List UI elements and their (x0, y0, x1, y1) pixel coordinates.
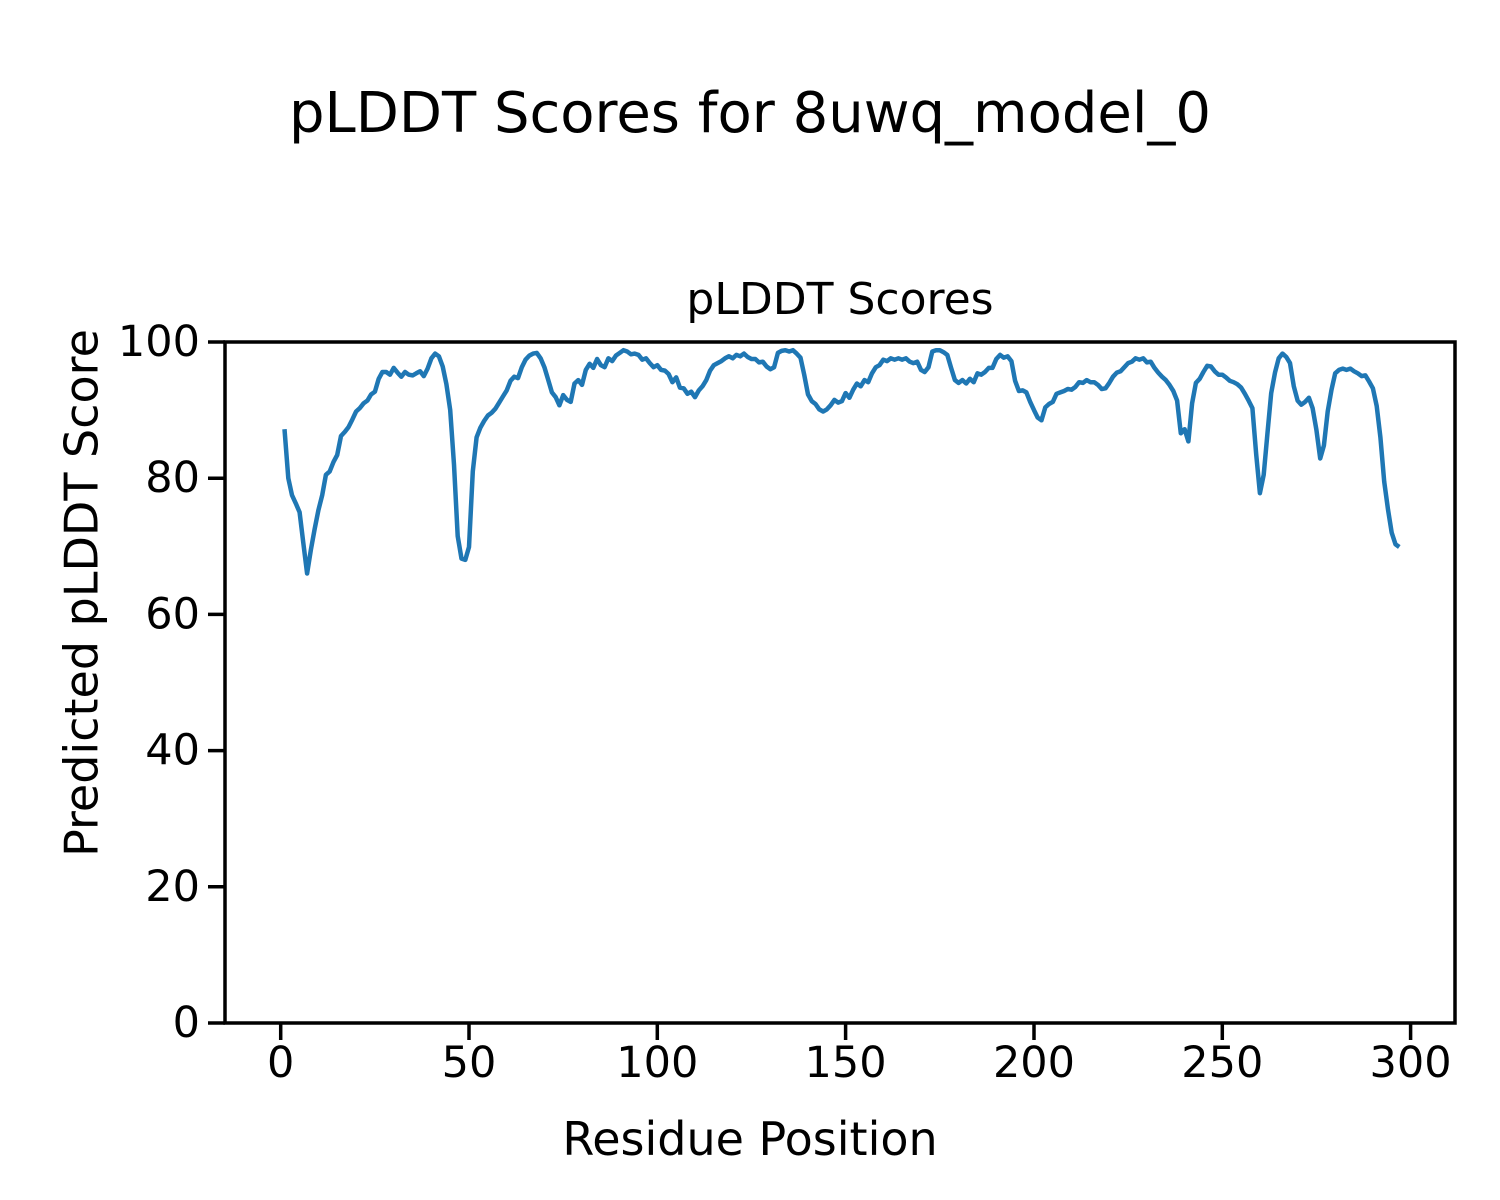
y-tick-label: 20 (145, 862, 200, 912)
y-tick-label: 0 (173, 998, 200, 1048)
x-tick-label: 0 (267, 1038, 294, 1088)
y-tick-label: 40 (145, 726, 200, 776)
plddt-line (282, 347, 1401, 576)
x-tick-label: 300 (1370, 1038, 1452, 1088)
plot-spines (223, 340, 1457, 1025)
y-tick-label: 60 (145, 589, 200, 639)
x-tick-label: 200 (993, 1038, 1075, 1088)
x-tick-label: 50 (442, 1038, 497, 1088)
y-tick-label: 100 (118, 317, 200, 367)
x-tick-label: 150 (805, 1038, 887, 1088)
x-axis-label: Residue Position (562, 1112, 938, 1166)
figure-title: pLDDT Scores for 8uwq_model_0 (288, 81, 1212, 146)
x-tick-label: 100 (616, 1038, 698, 1088)
y-tick-label: 80 (145, 453, 200, 503)
y-axis-label: Predicted pLDDT Score (54, 329, 109, 857)
x-tick-label: 250 (1181, 1038, 1263, 1088)
axes-title: pLDDT Scores (686, 274, 994, 325)
